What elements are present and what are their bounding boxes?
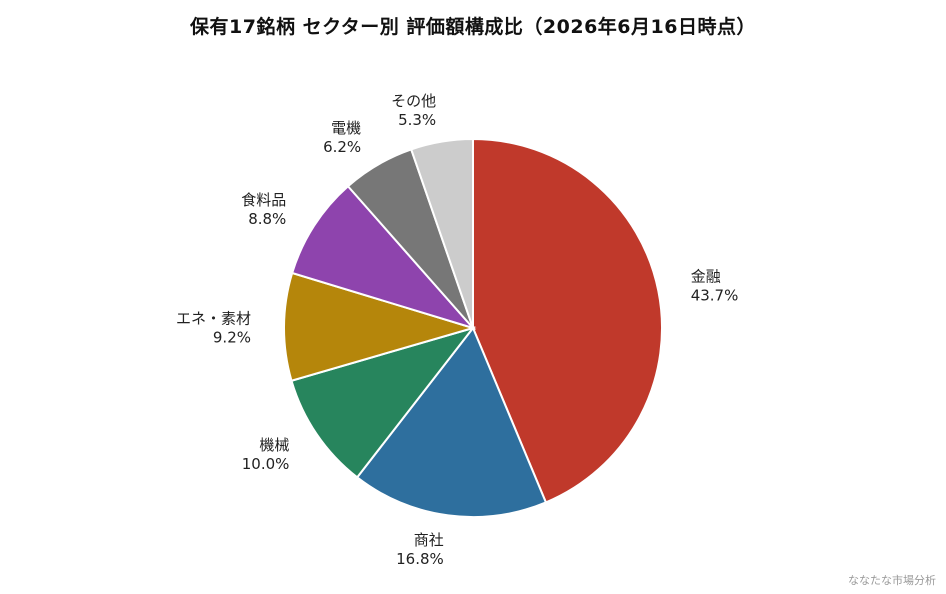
pie-slice-2 (290, 326, 476, 479)
chart-title: 保有17銘柄 セクター別 評価額構成比（2026年6月16日時点） (190, 16, 756, 38)
pie-slice-0 (472, 137, 663, 504)
pie-slice-6 (409, 137, 474, 329)
slice-label-5: 電機 (331, 119, 361, 137)
slice-value-label-3: 9.2% (213, 329, 251, 347)
pie-slice-1 (355, 326, 548, 518)
watermark: ななたな市場分析 (848, 574, 936, 587)
slice-value-label-0: 43.7% (691, 286, 739, 304)
pie-slice-4 (290, 184, 477, 330)
slice-value-label-1: 16.8% (396, 550, 444, 568)
slice-label-3: エネ・素材 (176, 310, 251, 328)
slice-label-1: 商社 (414, 531, 444, 549)
slice-value-label-2: 10.0% (242, 455, 290, 473)
pie-slices (283, 137, 663, 518)
slice-label-4: 食料品 (241, 191, 286, 209)
slice-label-2: 機械 (259, 436, 289, 454)
slice-value-label-6: 5.3% (398, 111, 436, 129)
slice-label-0: 金融 (691, 267, 721, 285)
slice-value-label-5: 6.2% (323, 138, 361, 156)
slice-value-label-4: 8.8% (248, 210, 286, 228)
pie-slice-3 (283, 271, 477, 382)
slice-label-6: その他 (391, 92, 436, 110)
